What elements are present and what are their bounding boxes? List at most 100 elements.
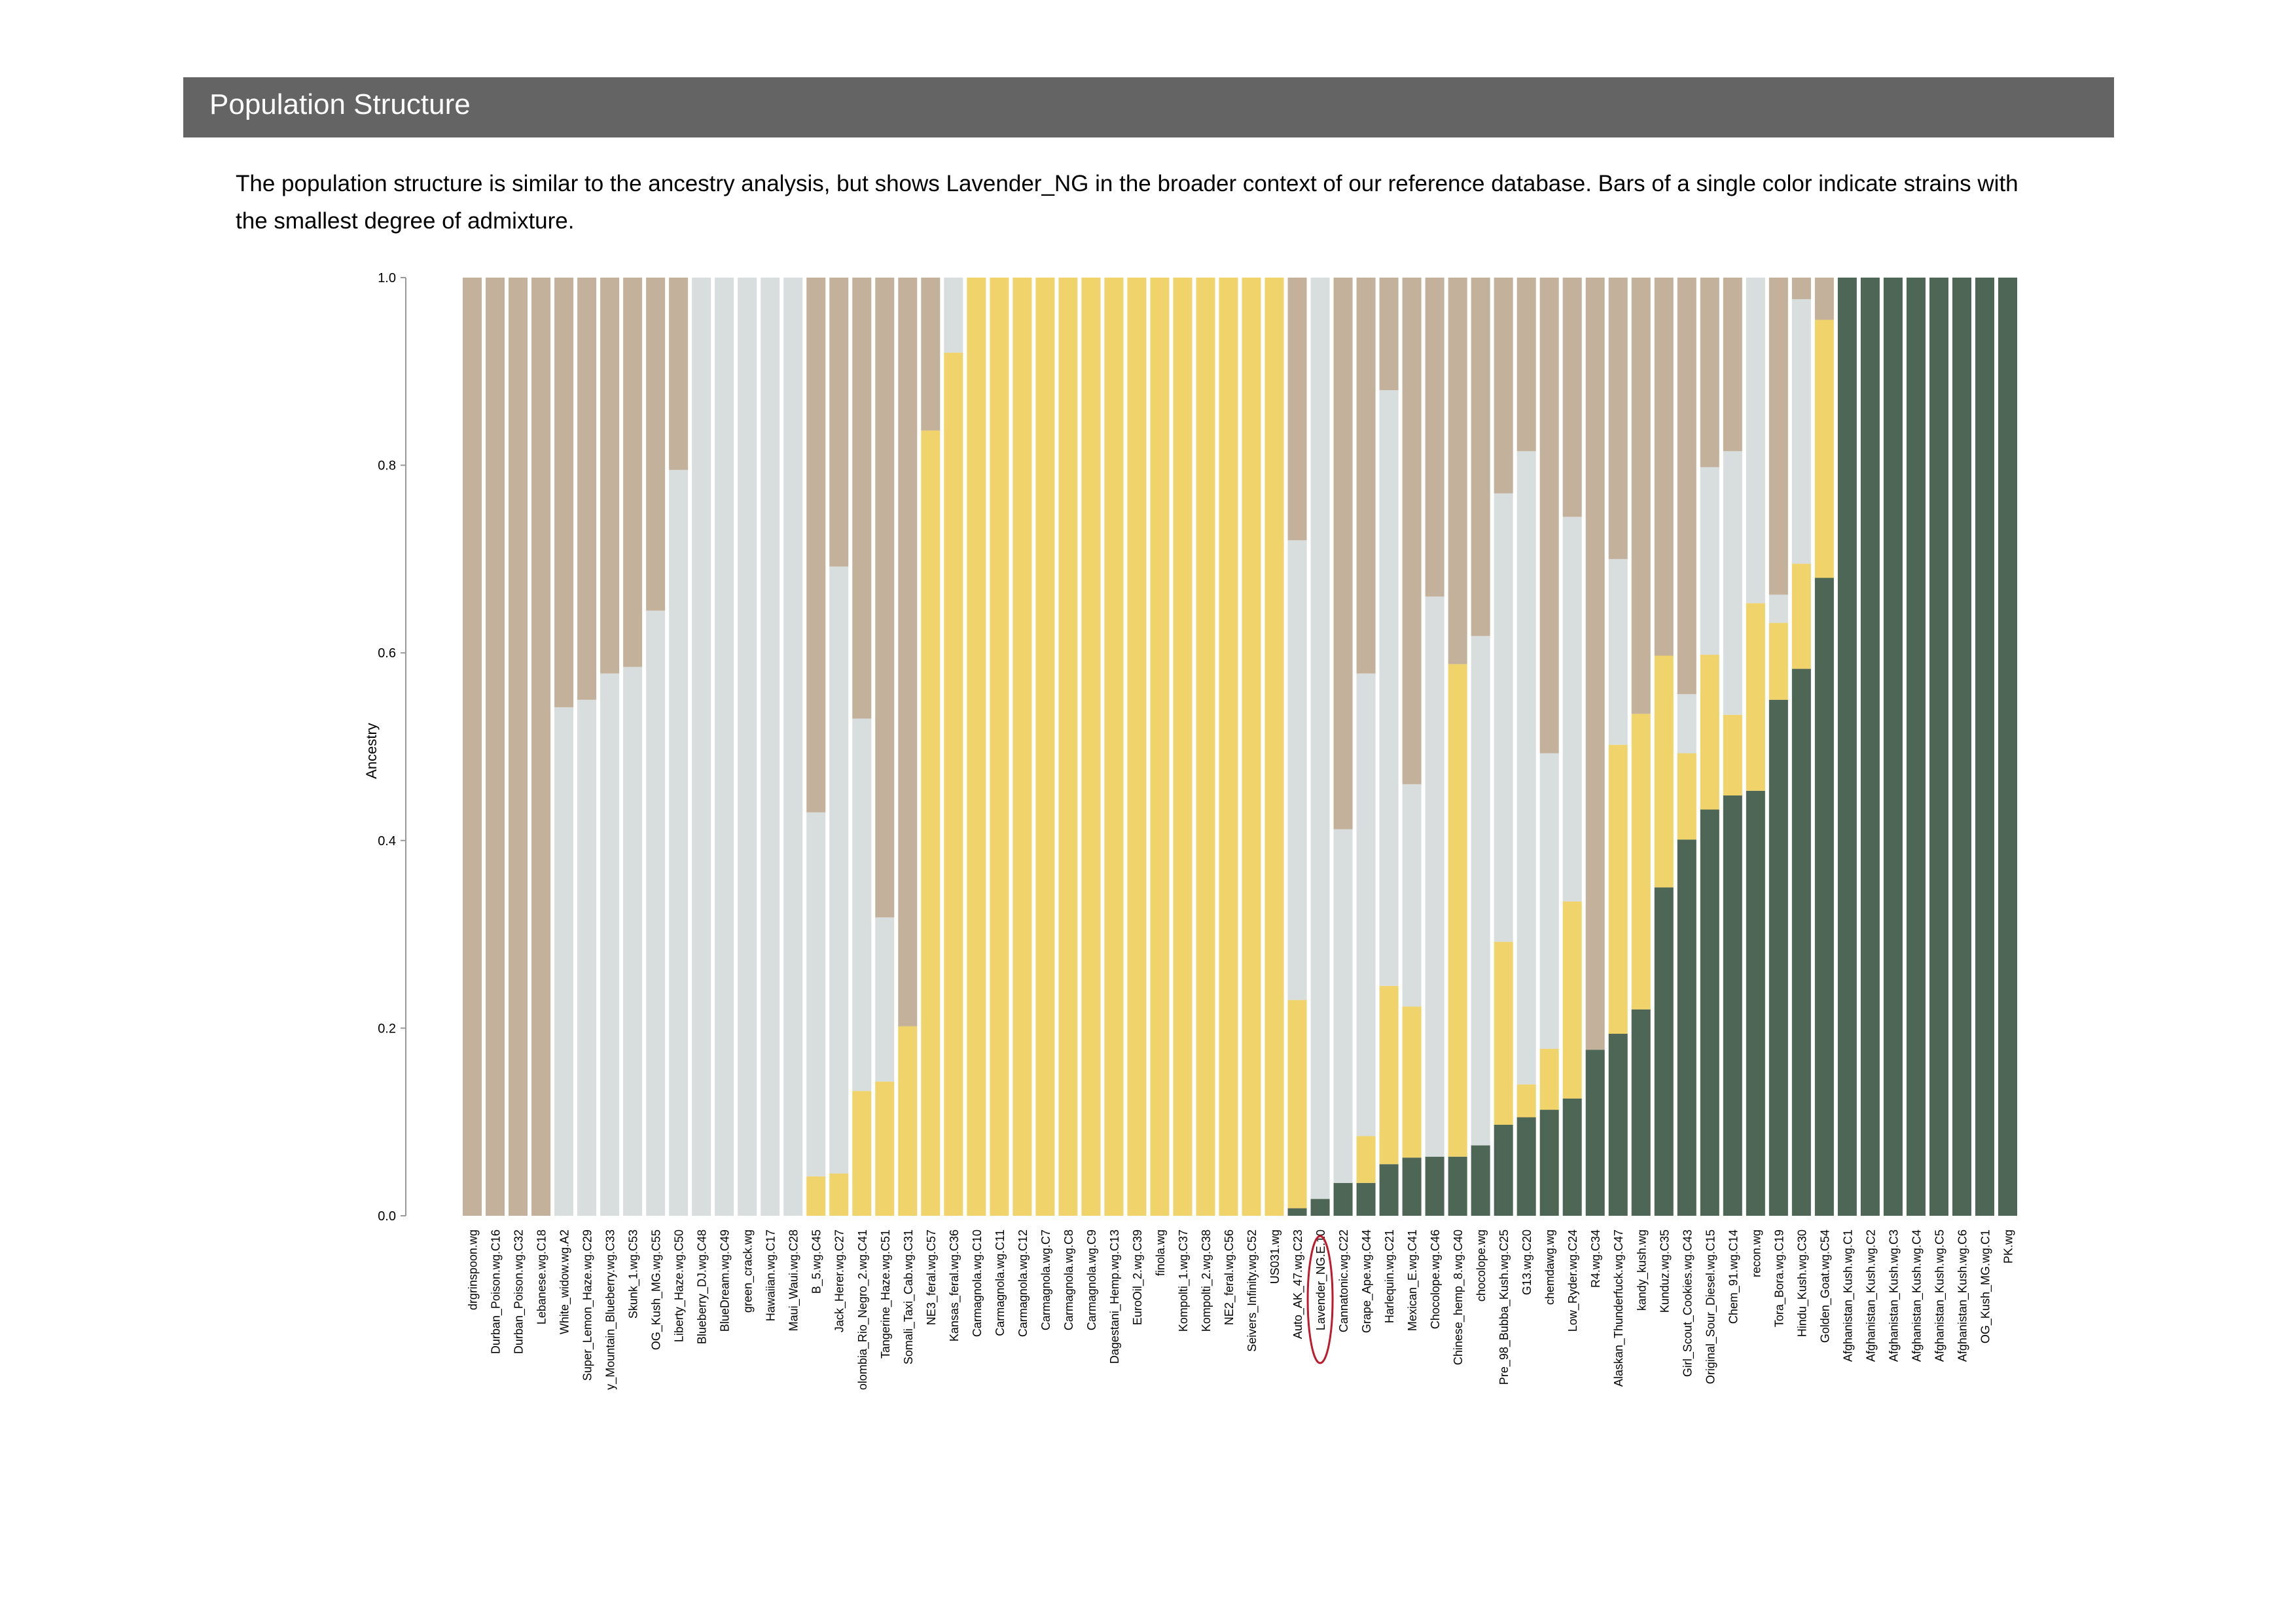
x-tick-label: R4.wg.C34 bbox=[1589, 1230, 1602, 1288]
bar-segment bbox=[1310, 278, 1330, 1199]
x-tick-label: Afghanistan_Kush.wg.C3 bbox=[1887, 1230, 1901, 1362]
x-tick-label: BlueDream.wg.C49 bbox=[719, 1230, 732, 1332]
bar-segment bbox=[1631, 278, 1651, 714]
bar-segment bbox=[738, 278, 757, 1216]
bar-segment bbox=[1700, 809, 1719, 1216]
bar-segment bbox=[1608, 558, 1628, 745]
x-tick-label: Pre_98_Bubba_Kush.wg.C25 bbox=[1498, 1230, 1511, 1385]
bar-segment bbox=[944, 278, 963, 353]
bar-segment bbox=[1516, 278, 1536, 452]
bar-segment bbox=[509, 278, 528, 1216]
x-tick-label: G13.wg.C20 bbox=[1520, 1230, 1534, 1295]
highlight-ring bbox=[1306, 1235, 1334, 1364]
bar-segment bbox=[1081, 278, 1101, 1216]
x-tick-label: green_crack.wg bbox=[742, 1230, 755, 1313]
x-tick-label: Lebanese.wg.C18 bbox=[535, 1230, 548, 1324]
x-tick-label: White_widow.wg.A2 bbox=[558, 1230, 572, 1334]
x-tick-label: Golden_Goat.wg.C54 bbox=[1818, 1230, 1832, 1343]
bar-segment bbox=[1562, 901, 1582, 1099]
x-tick-label: Chocolope.wg.C46 bbox=[1429, 1230, 1442, 1329]
bar-segment bbox=[1746, 278, 1765, 604]
bar-segment bbox=[1494, 493, 1513, 942]
bar-segment bbox=[1998, 278, 2017, 1216]
bar-segment bbox=[1723, 451, 1742, 715]
bar-segment bbox=[1791, 668, 1811, 1216]
bar-segment bbox=[1608, 1033, 1628, 1216]
x-tick-label: Low_Ryder.wg.C24 bbox=[1566, 1230, 1580, 1332]
bar-segment bbox=[646, 610, 666, 1216]
bar-segment bbox=[1196, 278, 1215, 1216]
bar-segment bbox=[1425, 278, 1444, 597]
bar-segment bbox=[1356, 673, 1376, 1137]
bar-segment bbox=[1768, 278, 1788, 595]
x-tick-label: kandy_kush.wg bbox=[1635, 1230, 1649, 1311]
section-header: Population Structure bbox=[183, 77, 2114, 137]
bar-segment bbox=[1860, 278, 1880, 1216]
x-tick-label: Tangerine_Haze.wg.C51 bbox=[879, 1230, 893, 1359]
bar-segment bbox=[1425, 596, 1444, 1157]
bar-segment bbox=[1494, 1124, 1513, 1216]
bar-segment bbox=[1402, 278, 1422, 784]
bar-segment bbox=[1654, 887, 1674, 1216]
bar-segment bbox=[875, 278, 895, 918]
bar-segment bbox=[1631, 1009, 1651, 1216]
bar-segment bbox=[463, 278, 482, 1216]
bar-segment bbox=[806, 1176, 826, 1216]
bar-segment bbox=[1677, 753, 1696, 840]
bar-segment bbox=[1654, 278, 1674, 656]
bar-segment bbox=[783, 278, 803, 1216]
x-tick-label: y_Mountain_Blueberry.wg.C33 bbox=[604, 1230, 618, 1390]
bar-segment bbox=[1700, 655, 1719, 810]
bar-segment bbox=[1310, 1199, 1330, 1216]
x-tick-label: Carmagnola.wg.C9 bbox=[1085, 1230, 1098, 1330]
bar-segment bbox=[600, 673, 620, 1216]
bar-segment bbox=[1585, 1049, 1605, 1216]
x-tick-label: OG_Kush_MG.wg.C55 bbox=[650, 1230, 664, 1350]
x-tick-label: Dagestani_Hemp.wg.C13 bbox=[1108, 1230, 1122, 1364]
bar-segment bbox=[1402, 1158, 1422, 1216]
bar-segment bbox=[1104, 278, 1124, 1216]
bar-segment bbox=[1448, 1156, 1467, 1216]
bar-segment bbox=[623, 666, 643, 1216]
x-tick-label: Seivers_Infinity.wg.C52 bbox=[1246, 1230, 1259, 1352]
bar-segment bbox=[1471, 636, 1490, 1146]
x-tick-label: US031.wg bbox=[1268, 1230, 1282, 1284]
bar-segment bbox=[806, 812, 826, 1176]
x-tick-label: PK.wg bbox=[2001, 1230, 2015, 1264]
bar-segment bbox=[829, 1173, 849, 1216]
x-tick-label: Girl_Scout_Cookies.wg.C43 bbox=[1681, 1230, 1695, 1377]
x-tick-label: Tora_Bora.wg.C19 bbox=[1772, 1230, 1786, 1327]
x-tick-label: Afghanistan_Kush.wg.C6 bbox=[1956, 1230, 1969, 1362]
bar-segment bbox=[1448, 664, 1467, 1157]
x-tick-label: Jack_Herer.wg.C27 bbox=[833, 1230, 847, 1332]
bar-segment bbox=[1562, 1098, 1582, 1216]
x-tick-label: EuroOil_2.wg.C39 bbox=[1131, 1230, 1145, 1325]
bar-segment bbox=[1723, 278, 1742, 452]
bar-segment bbox=[1723, 714, 1742, 796]
bar-segment bbox=[1494, 278, 1513, 494]
x-tick-label: Original_Sour_Diesel.wg.C15 bbox=[1704, 1230, 1717, 1384]
bar-segment bbox=[1379, 985, 1399, 1165]
x-tick-label: Harlequin.wg.C21 bbox=[1383, 1230, 1396, 1323]
bar-segment bbox=[1952, 278, 1971, 1216]
x-tick-label: Lavender_NG.E.10 bbox=[1314, 1230, 1328, 1330]
bar-segment bbox=[1333, 278, 1353, 830]
bar-segment bbox=[875, 1082, 895, 1216]
x-tick-label: Carmagnola.wg.C7 bbox=[1039, 1230, 1052, 1330]
bar-segment bbox=[944, 352, 963, 1216]
y-tick-label: 0.8 bbox=[378, 459, 396, 473]
bar-segment bbox=[1539, 753, 1559, 1049]
bar-segment bbox=[1700, 467, 1719, 655]
bar-segment bbox=[1379, 390, 1399, 986]
x-tick-label: olombia_Rio_Negro_2.wg.C41 bbox=[856, 1230, 870, 1390]
bar-segment bbox=[1379, 278, 1399, 390]
x-tick-label: Carmagnola.wg.C12 bbox=[1016, 1230, 1030, 1337]
bar-segment bbox=[1287, 540, 1307, 1000]
bar-segment bbox=[554, 707, 574, 1216]
bar-segment bbox=[531, 278, 551, 1216]
x-tick-label: NE3_feral.wg.C57 bbox=[925, 1230, 939, 1325]
bar-segment bbox=[761, 278, 780, 1216]
bar-segment bbox=[921, 278, 941, 431]
bar-segment bbox=[829, 566, 849, 1174]
